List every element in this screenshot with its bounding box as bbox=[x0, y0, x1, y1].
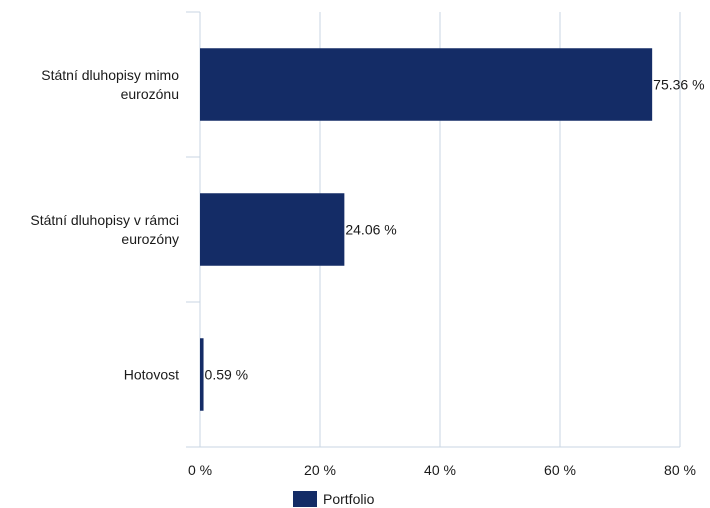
x-tick-label: 60 % bbox=[544, 462, 576, 478]
category-labels: Státní dluhopisy mimo eurozónu Státní dluh… bbox=[30, 67, 179, 383]
category-label: Státní dluhopisy mimo eurozónu bbox=[41, 67, 179, 102]
bars bbox=[200, 48, 653, 411]
x-axis-ticks: 0 % 20 % 40 % 60 % 80 % bbox=[188, 462, 696, 478]
bar bbox=[200, 48, 653, 121]
x-tick-label: 0 % bbox=[188, 462, 212, 478]
category-label: Hotovost bbox=[124, 367, 179, 383]
x-tick-label: 80 % bbox=[664, 462, 696, 478]
data-label: 24.06 % bbox=[345, 222, 396, 238]
x-tick-label: 20 % bbox=[304, 462, 336, 478]
category-label: Státní dluhopisy v rámci eurozóny bbox=[30, 212, 179, 247]
bar bbox=[200, 338, 204, 411]
legend-swatch bbox=[293, 491, 317, 507]
data-label: 75.36 % bbox=[653, 77, 704, 93]
data-labels: 75.36 % 24.06 % 0.59 % bbox=[205, 77, 705, 383]
bar bbox=[200, 193, 345, 266]
x-tick-label: 40 % bbox=[424, 462, 456, 478]
legend: Portfolio bbox=[293, 491, 375, 507]
legend-label: Portfolio bbox=[323, 491, 375, 507]
data-label: 0.59 % bbox=[205, 367, 249, 383]
